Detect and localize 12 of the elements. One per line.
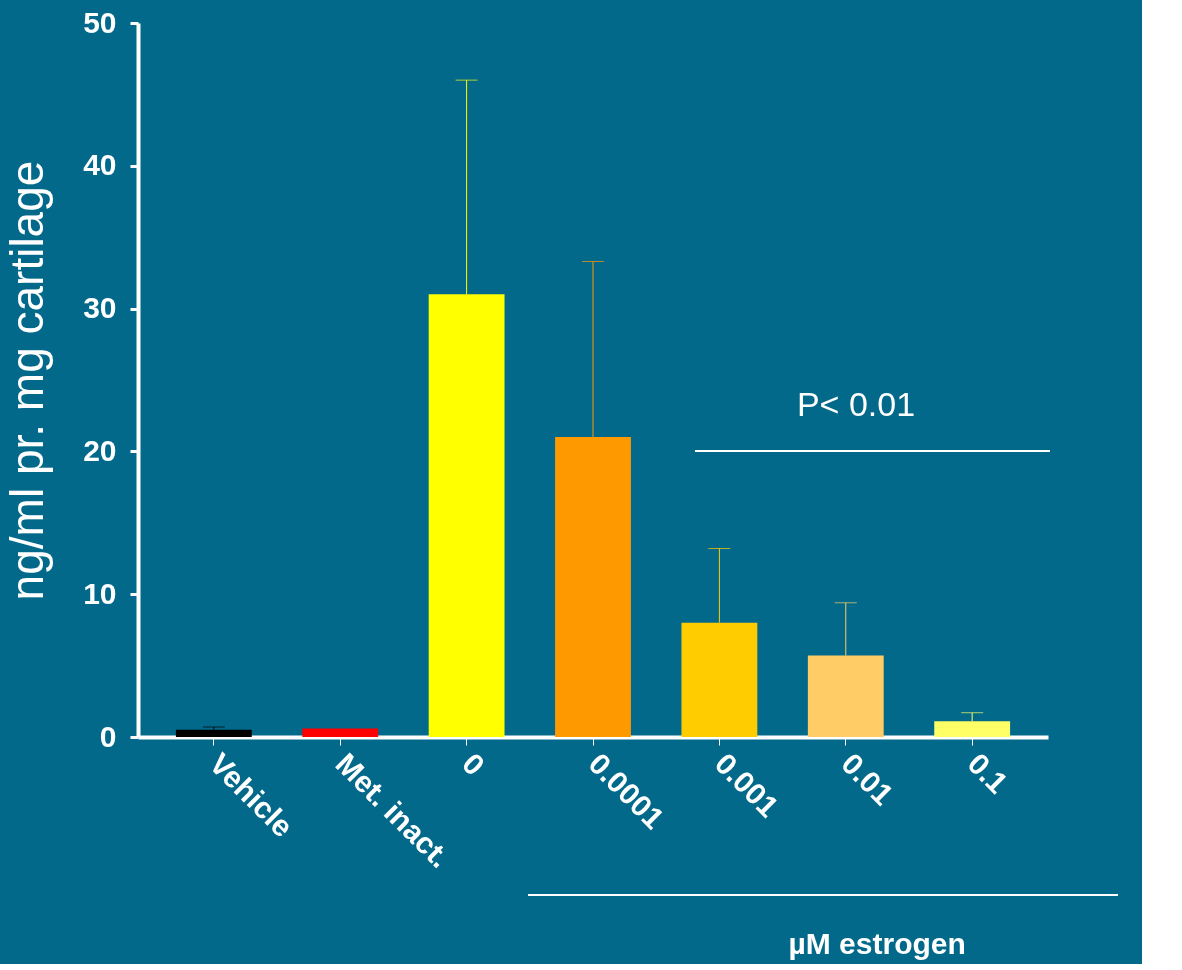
x-axis-title: µM estrogen: [788, 926, 966, 960]
x-tick-label: 0.1: [961, 746, 1015, 800]
x-tick-label: 0: [456, 746, 492, 782]
y-tick-label: 50: [83, 5, 117, 39]
y-tick-label: 0: [99, 719, 117, 753]
y-tick-label: 10: [83, 576, 117, 610]
annotation: P< 0.01: [796, 385, 916, 423]
y-tick-label: 20: [83, 433, 117, 467]
y-tick-label: 30: [83, 291, 117, 325]
y-axis-title: ng/ml pr. mg cartilage: [1, 160, 54, 601]
bar: [302, 728, 379, 737]
y-tick-label: 40: [83, 148, 117, 182]
